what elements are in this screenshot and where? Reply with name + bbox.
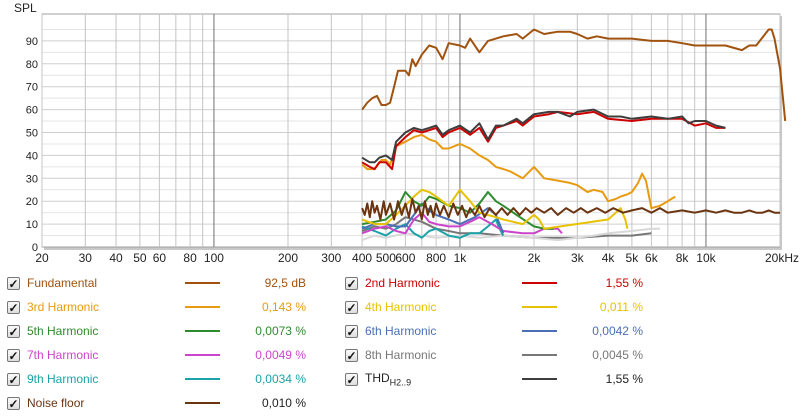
legend-checkbox[interactable]: ✓ — [345, 372, 358, 387]
x-tick-label: 6k — [645, 251, 659, 265]
legend-item: ✓ 8th Harmonic 0,0045 % — [345, 346, 645, 364]
x-tick-label: 80 — [183, 251, 197, 265]
legend-label: 7th Harmonic — [27, 348, 99, 362]
legend-checkbox[interactable]: ✓ — [7, 324, 20, 339]
legend-swatch — [522, 306, 557, 308]
legend-checkbox[interactable]: ✓ — [7, 276, 20, 291]
legend-checkbox[interactable]: ✓ — [7, 372, 20, 387]
x-tick-label: 600 — [395, 251, 415, 265]
y-tick-label: 60 — [26, 105, 38, 117]
legend-label: 9th Harmonic — [27, 372, 99, 386]
legend-value: 0,0045 % — [592, 348, 643, 362]
legend-label: 8th Harmonic — [365, 348, 437, 362]
legend-label: 5th Harmonic — [27, 324, 99, 338]
legend-value: 0,0034 % — [255, 372, 306, 386]
legend-checkbox[interactable]: ✓ — [345, 348, 358, 363]
series-thd-h2-9 — [361, 108, 726, 164]
legend-item: ✓ 4th Harmonic 0,011 % — [345, 298, 645, 316]
x-tick-label: 2k — [528, 251, 542, 265]
legend-label: THDH2..9 — [365, 370, 412, 388]
legend-checkbox[interactable]: ✓ — [345, 300, 358, 315]
x-tick-label: 40 — [109, 251, 123, 265]
legend-label: 4th Harmonic — [365, 300, 437, 314]
legend-label: 6th Harmonic — [365, 324, 437, 338]
series-noise-floor — [361, 197, 780, 221]
legend-swatch — [522, 354, 557, 356]
y-tick-label: 70 — [26, 82, 38, 94]
x-tick-label: 50 — [133, 251, 147, 265]
x-tick-label: 4k — [602, 251, 616, 265]
legend-swatch — [185, 306, 220, 308]
x-tick-label: 1k — [454, 251, 468, 265]
legend-item: ✓ Noise floor 0,010 % — [7, 394, 307, 412]
series-fundamental — [361, 28, 787, 122]
legend-checkbox[interactable]: ✓ — [7, 396, 20, 411]
legend-swatch — [522, 282, 557, 284]
y-axis-label: SPL — [14, 1, 37, 15]
y-tick-label: 40 — [26, 150, 38, 162]
x-tick-label: 60 — [153, 251, 167, 265]
series-2nd-harmonic — [361, 110, 726, 171]
legend-value: 0,0073 % — [255, 324, 306, 338]
legend-label: Fundamental — [27, 276, 98, 290]
legend-swatch — [522, 378, 557, 380]
legend-item: ✓ Fundamental 92,5 dB — [7, 274, 307, 292]
x-tick-label: 5k — [626, 251, 640, 265]
y-tick-label: 0 — [32, 242, 38, 254]
x-tick-label: 8k — [676, 251, 690, 265]
x-tick-label: 3k — [571, 251, 585, 265]
y-tick-label: 90 — [26, 36, 38, 48]
legend-value: 0,0042 % — [592, 324, 643, 338]
x-tick-label: 30 — [79, 251, 93, 265]
legend-swatch — [185, 402, 220, 404]
x-tick-label: 800 — [426, 251, 446, 265]
legend-swatch — [185, 282, 220, 284]
legend-value: 0,0049 % — [255, 348, 306, 362]
legend-value: 0,010 % — [261, 396, 306, 410]
legend-swatch — [522, 330, 557, 332]
legend-value: 0,011 % — [599, 300, 643, 314]
legend-item: ✓ 6th Harmonic 0,0042 % — [345, 322, 645, 340]
legend-value: 1,55 % — [605, 276, 643, 290]
x-tick-label: 300 — [321, 251, 341, 265]
legend-item: ✓ THDH2..9 1,55 % — [345, 370, 645, 388]
x-tick-label: 10k — [696, 251, 716, 265]
legend-checkbox[interactable]: ✓ — [7, 348, 20, 363]
x-tick-label: 20 — [35, 251, 49, 265]
series-7th-harmonic — [361, 211, 563, 235]
legend-label: 2nd Harmonic — [365, 276, 440, 290]
legend-swatch — [185, 354, 220, 356]
legend-checkbox[interactable]: ✓ — [7, 300, 20, 315]
y-tick-label: 10 — [26, 219, 38, 231]
y-tick-label: 20 — [26, 196, 38, 208]
x-tick-label: 200 — [278, 251, 298, 265]
legend-swatch — [185, 378, 220, 380]
legend-value: 1,55 % — [605, 372, 643, 386]
legend-value: 0,143 % — [261, 300, 306, 314]
legend-checkbox[interactable]: ✓ — [345, 324, 358, 339]
x-tick-label: 100 — [204, 251, 224, 265]
x-tick-label: 20kHz — [765, 251, 799, 265]
legend-value: 92,5 dB — [264, 276, 306, 290]
legend-item: ✓ 7th Harmonic 0,0049 % — [7, 346, 307, 364]
legend-item: ✓ 5th Harmonic 0,0073 % — [7, 322, 307, 340]
spl-chart: 0 10 20 30 40 50 60 70 80 90 20 30 40 50 60 80 100 200 300… — [26, 13, 799, 265]
series-3rd-harmonic — [361, 133, 676, 210]
legend-item: ✓ 3rd Harmonic 0,143 % — [7, 298, 307, 316]
x-tick-label: 500 — [376, 251, 396, 265]
legend-checkbox[interactable]: ✓ — [345, 276, 358, 291]
legend-label: 3rd Harmonic — [27, 300, 100, 314]
legend-swatch — [185, 330, 220, 332]
legend-item: ✓ 2nd Harmonic 1,55 % — [345, 274, 645, 292]
y-tick-label: 30 — [26, 173, 38, 185]
legend-item: ✓ 9th Harmonic 0,0034 % — [7, 370, 307, 388]
y-tick-label: 80 — [26, 59, 38, 71]
y-tick-label: 50 — [26, 128, 38, 140]
x-tick-label: 400 — [352, 251, 372, 265]
legend-label: Noise floor — [27, 396, 85, 410]
